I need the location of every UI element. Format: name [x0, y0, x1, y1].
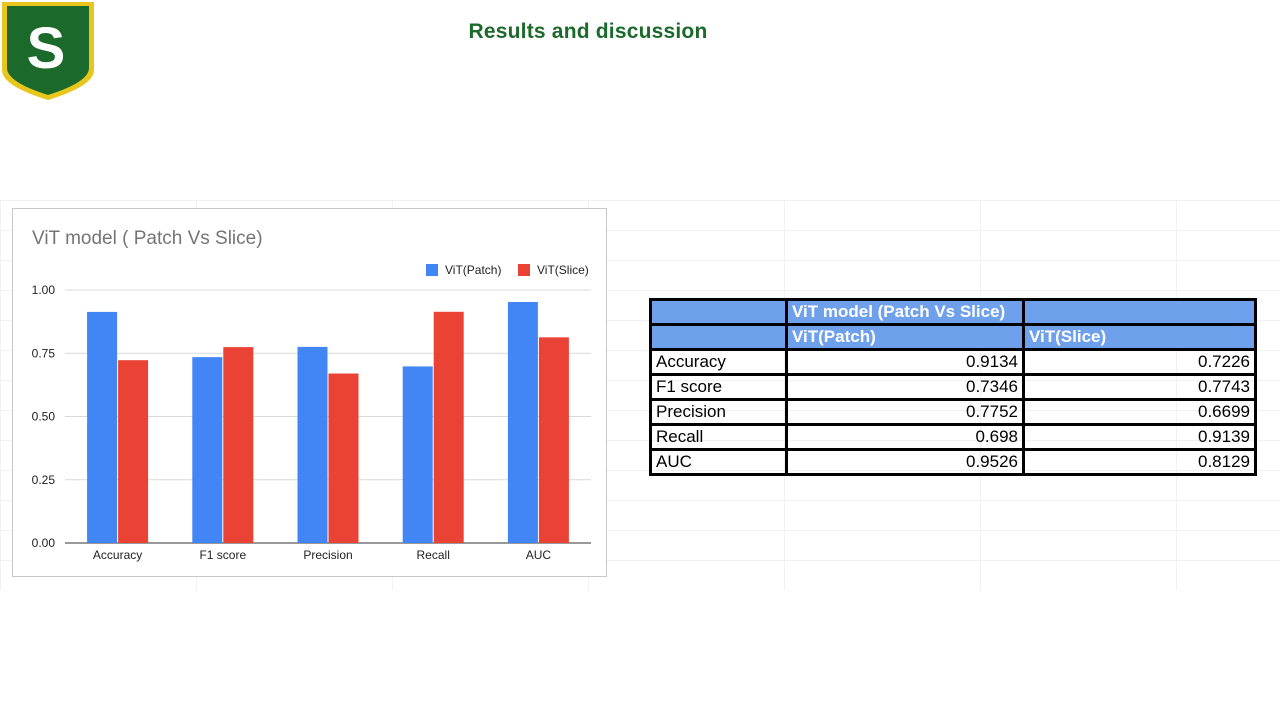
shield-letter: S: [27, 16, 66, 81]
bar-patch[interactable]: [402, 366, 433, 543]
table-header-cell: ViT(Slice): [1022, 323, 1257, 351]
y-tick-label: 1.00: [32, 283, 56, 297]
bar-patch[interactable]: [297, 346, 328, 543]
results-table: ViT model (Patch Vs Slice) ViT(Patch) Vi…: [649, 298, 1257, 476]
y-tick-label: 0.25: [32, 473, 56, 487]
table-cell-metric: Recall: [649, 423, 788, 451]
legend-swatch: [426, 264, 438, 276]
table-cell-value: 0.6699: [1022, 398, 1257, 426]
x-category-label: F1 score: [199, 548, 246, 562]
table-cell-value: 0.8129: [1022, 448, 1257, 476]
table-cell-metric: AUC: [649, 448, 788, 476]
bar-slice[interactable]: [118, 360, 149, 543]
bar-slice[interactable]: [538, 337, 569, 543]
x-category-label: Recall: [417, 548, 450, 562]
bar-slice[interactable]: [433, 311, 464, 543]
chart-bars: [87, 301, 569, 543]
bar-chart-card[interactable]: ViT model ( Patch Vs Slice) 0.00 0.25 0.50…: [12, 208, 607, 577]
x-category-label: AUC: [526, 548, 552, 562]
table-header-cell: [649, 323, 788, 351]
table-row: Recall 0.698 0.9139: [649, 423, 1257, 451]
table-header-cell: ViT model (Patch Vs Slice): [785, 298, 1025, 326]
chart-labels: 0.00 0.25 0.50 0.75 1.00 Accuracy F1 score Prec…: [32, 283, 552, 562]
bar-patch[interactable]: [192, 357, 223, 543]
x-category-label: Accuracy: [93, 548, 142, 562]
y-tick-label: 0.00: [32, 536, 56, 550]
bar-patch[interactable]: [507, 301, 538, 543]
table-cell-value: 0.7346: [785, 373, 1025, 401]
table-header-cell: [649, 298, 788, 326]
chart-legend: ViT(Patch) ViT(Slice): [426, 263, 589, 277]
y-tick-label: 0.50: [32, 410, 56, 424]
legend-label: ViT(Patch): [445, 263, 501, 277]
table-cell-value: 0.9139: [1022, 423, 1257, 451]
table-cell-metric: Precision: [649, 398, 788, 426]
table-row: AUC 0.9526 0.8129: [649, 448, 1257, 476]
table-header-row-2: ViT(Patch) ViT(Slice): [649, 323, 1257, 351]
table-row: Precision 0.7752 0.6699: [649, 398, 1257, 426]
table-header-cell: [1022, 298, 1257, 326]
legend-swatch: [518, 264, 530, 276]
legend-label: ViT(Slice): [537, 263, 589, 277]
bar-slice[interactable]: [223, 347, 254, 543]
slide-title: Results and discussion: [468, 20, 708, 43]
table-cell-value: 0.9526: [785, 448, 1025, 476]
table-header-cell: ViT(Patch): [785, 323, 1025, 351]
table-cell-value: 0.7226: [1022, 348, 1257, 376]
table-header-row-1: ViT model (Patch Vs Slice): [649, 298, 1257, 326]
y-tick-label: 0.75: [32, 346, 56, 360]
table-row: Accuracy 0.9134 0.7226: [649, 348, 1257, 376]
bar-slice[interactable]: [328, 373, 359, 543]
table-cell-metric: Accuracy: [649, 348, 788, 376]
table-cell-value: 0.7743: [1022, 373, 1257, 401]
shield-body: [7, 6, 89, 95]
table-cell-value: 0.9134: [785, 348, 1025, 376]
x-category-label: Precision: [303, 548, 352, 562]
table-cell-metric: F1 score: [649, 373, 788, 401]
bar-patch[interactable]: [87, 311, 118, 543]
university-shield-logo: S: [2, 2, 94, 100]
chart-title: ViT model ( Patch Vs Slice): [32, 228, 263, 249]
chart-grid: [65, 289, 591, 544]
table-cell-value: 0.7752: [785, 398, 1025, 426]
bar-chart: ViT model ( Patch Vs Slice) 0.00 0.25 0.50…: [32, 228, 591, 562]
table-row: F1 score 0.7346 0.7743: [649, 373, 1257, 401]
table-cell-value: 0.698: [785, 423, 1025, 451]
